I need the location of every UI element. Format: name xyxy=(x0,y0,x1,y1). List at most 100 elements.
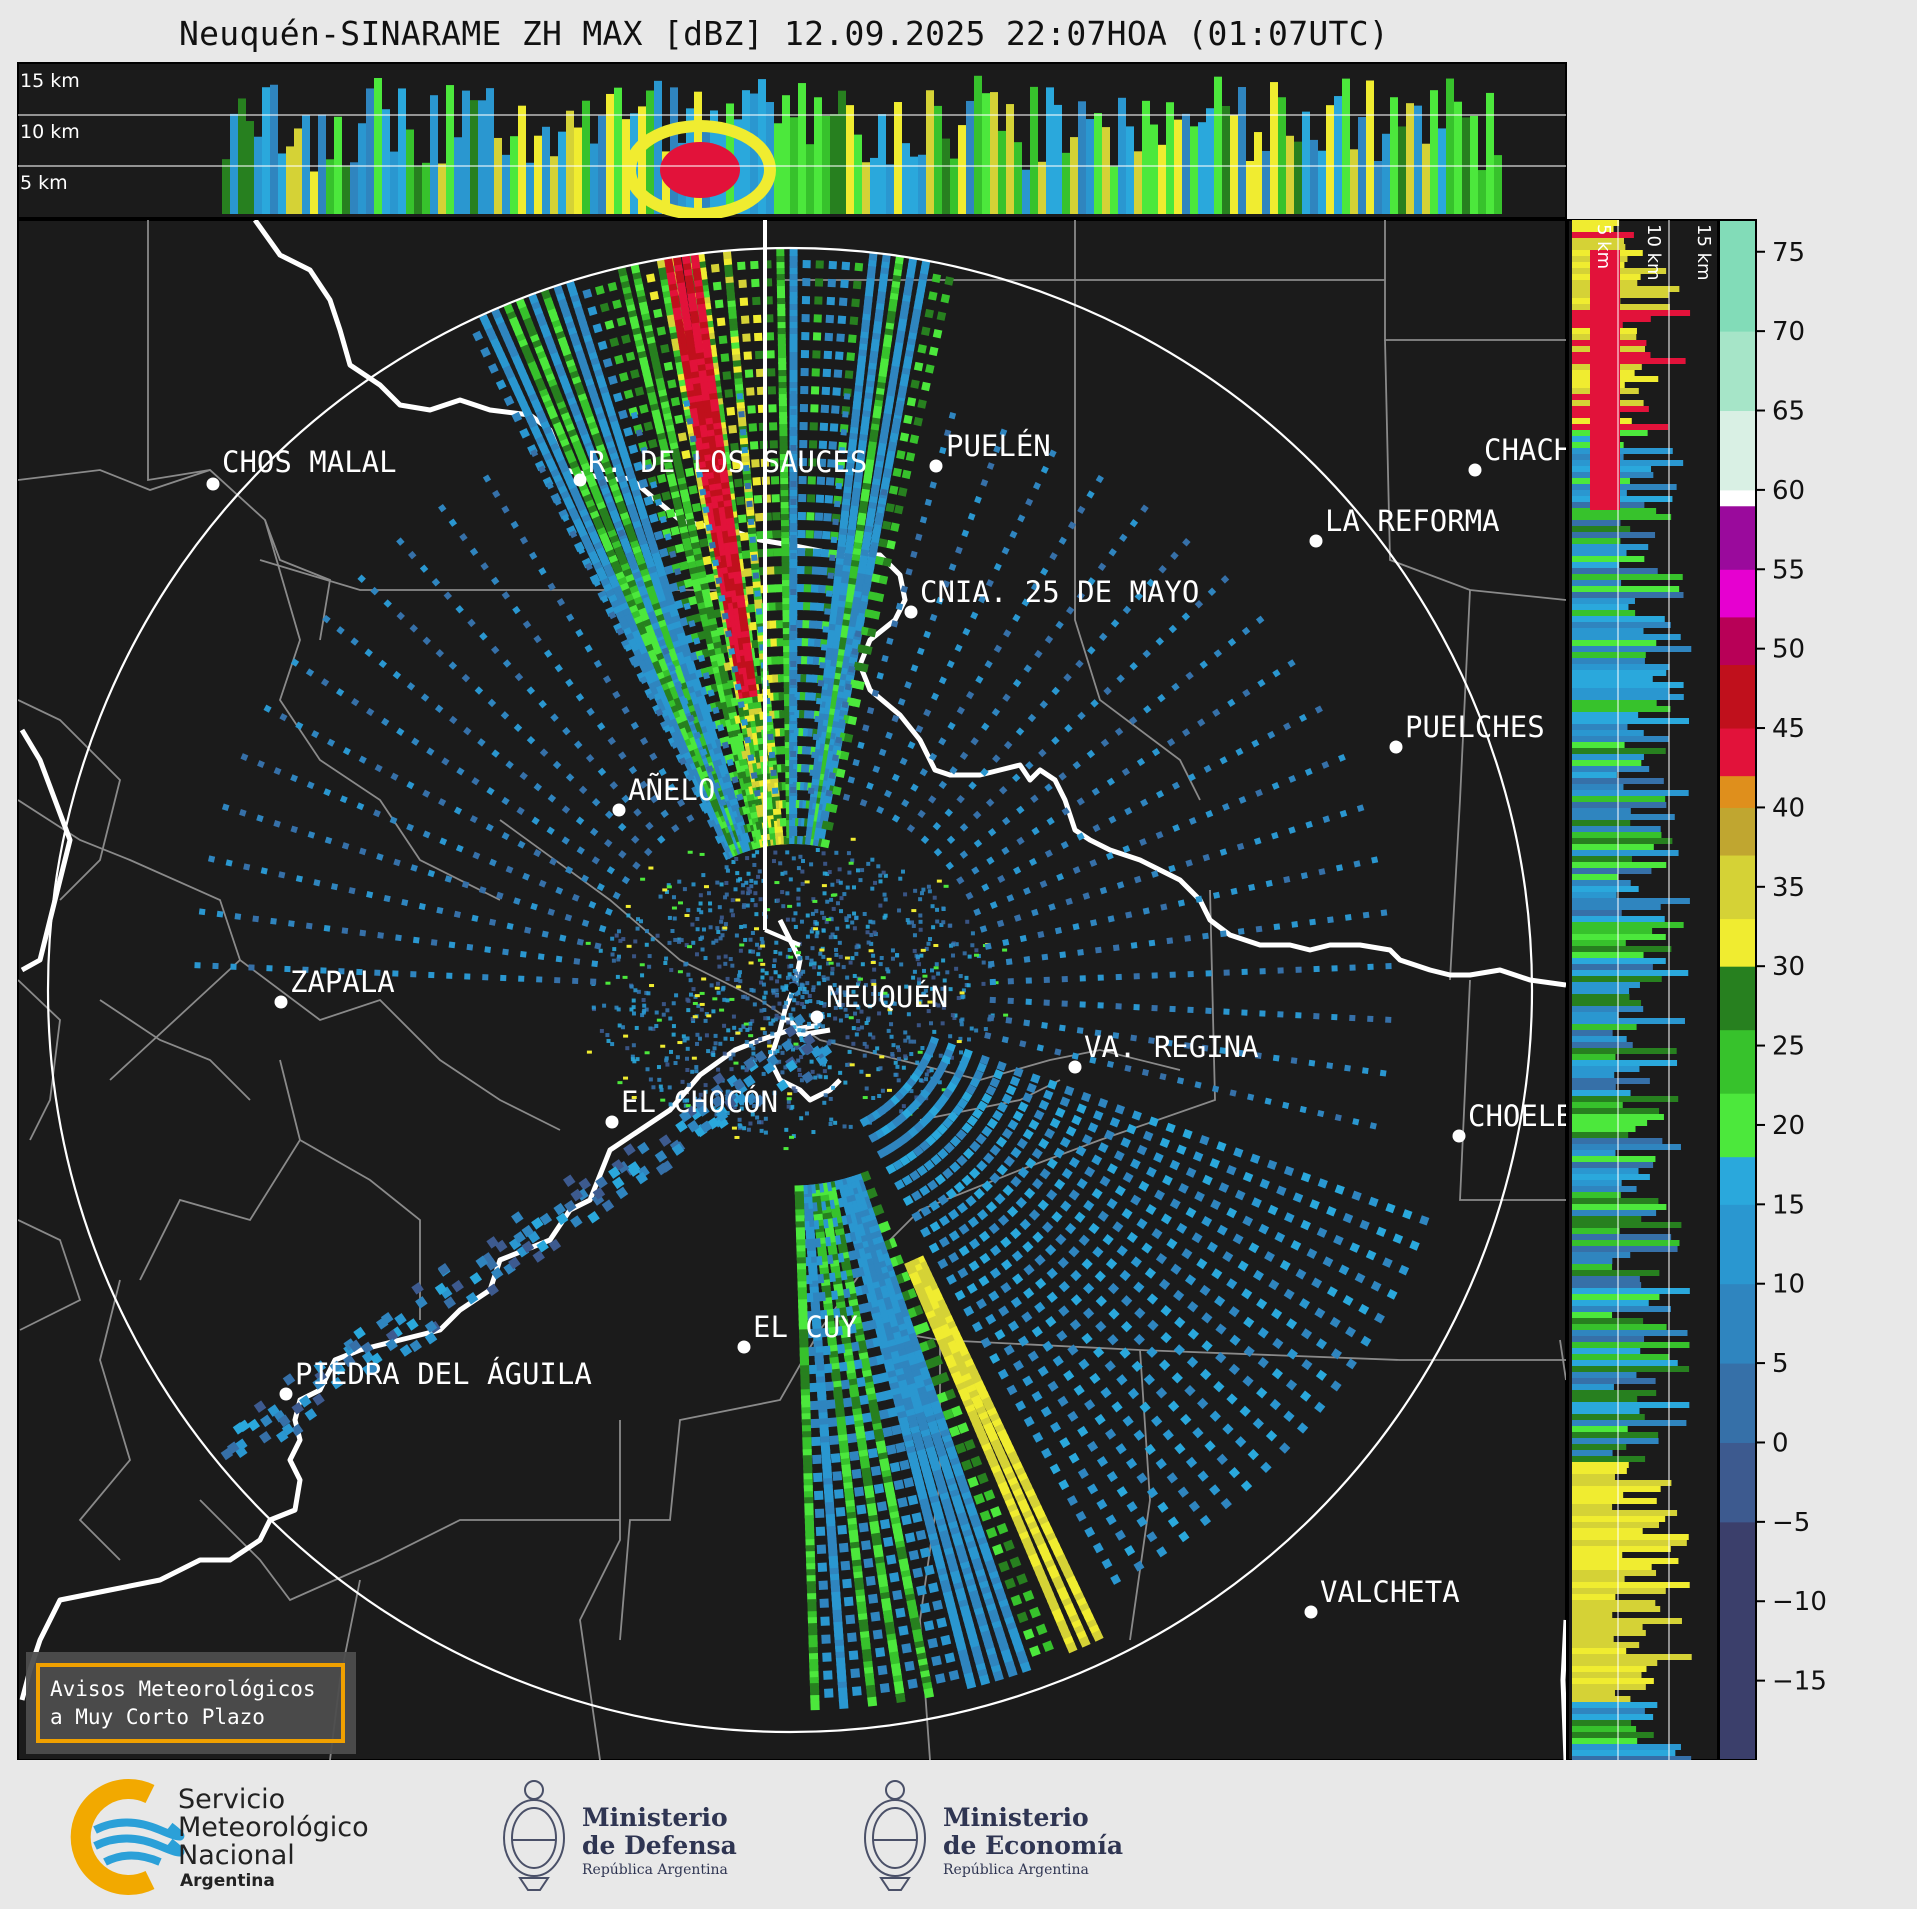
smn-sun-icon xyxy=(70,1779,155,1895)
city-label: VA. REGINA xyxy=(1084,1030,1259,1064)
city-dot xyxy=(1468,463,1482,477)
city-dot xyxy=(1452,1129,1466,1143)
city-label: ZAPALA xyxy=(290,965,395,999)
colorbar-bands xyxy=(1719,220,1756,1760)
smn-line-1: Servicio xyxy=(178,1784,285,1815)
city-label: CHACH xyxy=(1484,433,1571,467)
colorbar-band-18 xyxy=(1719,489,1756,507)
colorbar-tick-label: 0 xyxy=(1772,1428,1789,1458)
colorbar-tick-label: 65 xyxy=(1772,397,1805,427)
side-cross-section-panel: 5 km 10 km 15 km xyxy=(1567,219,1719,1760)
city-dot xyxy=(573,473,587,487)
economia-line-2: de Economía xyxy=(943,1831,1123,1860)
smn-line-3: Nacional xyxy=(178,1840,295,1871)
colorbar-tick-label: 10 xyxy=(1772,1270,1805,1300)
city-dot xyxy=(810,1010,824,1024)
colorbar-tick-label: 55 xyxy=(1772,555,1805,585)
colorbar-band-4 xyxy=(1719,1204,1756,1285)
city-dot xyxy=(1068,1060,1082,1074)
top-height-label-15: 15 km xyxy=(20,70,80,92)
colorbar-tick-label: 60 xyxy=(1772,476,1805,506)
warning-line-2: a Muy Corto Plazo xyxy=(50,1705,265,1729)
city-label: PIEDRA DEL ÁGUILA xyxy=(295,1357,592,1391)
reflectivity-echo-layer xyxy=(194,247,1430,1711)
city-label: AÑELO xyxy=(628,773,715,807)
colorbar-band-2 xyxy=(1719,1363,1756,1443)
colorbar-tick-label: −15 xyxy=(1772,1667,1827,1697)
city-dot xyxy=(206,477,220,491)
colorbar-tick-label: 75 xyxy=(1772,238,1805,268)
colorbar-tick-label: 40 xyxy=(1772,793,1805,823)
colorbar-band-5 xyxy=(1719,1156,1756,1205)
side-echo-layer xyxy=(1572,220,1692,1760)
city-dot xyxy=(1389,740,1403,754)
economia-logo: Ministerio de Economía República Argenti… xyxy=(864,1780,1123,1891)
economia-line-1: Ministerio xyxy=(943,1803,1089,1832)
colorbar-band-1 xyxy=(1719,1442,1756,1523)
colorbar-band-11 xyxy=(1719,807,1756,856)
colorbar-tick-label: −5 xyxy=(1772,1508,1810,1538)
defensa-logo: Ministerio de Defensa República Argentin… xyxy=(503,1780,737,1891)
colorbar-tick-label: 70 xyxy=(1772,317,1805,347)
city-label: CNIA. 25 DE MAYO xyxy=(920,575,1199,609)
city-dot xyxy=(737,1340,751,1354)
colorbar-band-9 xyxy=(1719,918,1756,967)
radar-figure: 15 km 10 km 5 km xyxy=(17,62,1827,1760)
colorbar-band-13 xyxy=(1719,728,1756,777)
colorbar-band-15 xyxy=(1719,616,1756,666)
city-label: NEUQUÉN xyxy=(826,980,948,1014)
side-height-label-5: 5 km xyxy=(1593,224,1614,269)
colorbar-tick-label: 45 xyxy=(1772,714,1805,744)
city-dot xyxy=(929,459,943,473)
defensa-line-3: República Argentina xyxy=(582,1862,728,1878)
coat-of-arms-icon xyxy=(503,1780,565,1891)
colorbar-tick-label: 5 xyxy=(1772,1349,1789,1379)
colorbar-tick-label: 20 xyxy=(1772,1111,1805,1141)
side-height-label-15: 15 km xyxy=(1693,224,1714,281)
footer-logos: Servicio Meteorológico Nacional Argentin… xyxy=(70,1779,1123,1895)
radar-map-panel: CHOS MALAL R. DE LOS SAUCES PUELÉN CHACH LA … xyxy=(17,219,1573,1760)
top-height-label-10: 10 km xyxy=(20,121,80,143)
colorbar-tick-label: 35 xyxy=(1772,873,1805,903)
colorbar-band-7 xyxy=(1719,1029,1756,1094)
city-label: EL CHOCÓN xyxy=(621,1085,778,1119)
smn-line-2: Meteorológico xyxy=(178,1812,369,1843)
colorbar-band-20 xyxy=(1719,331,1756,412)
city-label: VALCHETA xyxy=(1320,1575,1460,1609)
city-dot xyxy=(274,995,288,1009)
city-dot xyxy=(1309,534,1323,548)
coat-of-arms-icon xyxy=(864,1780,926,1891)
city-label: PUELÉN xyxy=(946,429,1051,463)
city-label: EL CUY xyxy=(753,1310,858,1344)
colorbar-band-14 xyxy=(1719,664,1756,729)
city-label: R. DE LOS SAUCES xyxy=(588,445,867,479)
city-dot xyxy=(605,1115,619,1129)
colorbar-band-21 xyxy=(1719,220,1756,332)
city-label: LA REFORMA xyxy=(1325,504,1500,538)
defensa-line-1: Ministerio xyxy=(582,1803,728,1832)
top-echo-layer xyxy=(222,75,1502,218)
city-dot xyxy=(279,1387,293,1401)
city-label: CHOS MALAL xyxy=(222,445,397,479)
warning-box: Avisos Meteorológicos a Muy Corto Plazo xyxy=(26,1652,356,1754)
city-dot xyxy=(1304,1605,1318,1619)
colorbar-tick-label: 50 xyxy=(1772,635,1805,665)
city-dot xyxy=(612,803,626,817)
top-height-label-5: 5 km xyxy=(20,172,68,194)
warning-line-1: Avisos Meteorológicos xyxy=(50,1677,316,1701)
city-label: CHOELE xyxy=(1468,1099,1573,1133)
colorbar-band-0 xyxy=(1719,1521,1756,1760)
defensa-line-2: de Defensa xyxy=(582,1831,737,1860)
city-label: PUELCHES xyxy=(1405,710,1545,744)
side-height-label-10: 10 km xyxy=(1643,224,1664,281)
radar-site-icon xyxy=(788,983,798,993)
colorbar-band-16 xyxy=(1719,569,1756,618)
page-title: Neuquén-SINARAME ZH MAX [dBZ] 12.09.2025… xyxy=(178,14,1390,53)
colorbar-band-3 xyxy=(1719,1283,1756,1364)
colorbar-tick-label: −10 xyxy=(1772,1587,1827,1617)
smn-line-4: Argentina xyxy=(180,1871,275,1891)
colorbar-tick-label: 30 xyxy=(1772,952,1805,982)
colorbar-band-19 xyxy=(1719,410,1756,491)
